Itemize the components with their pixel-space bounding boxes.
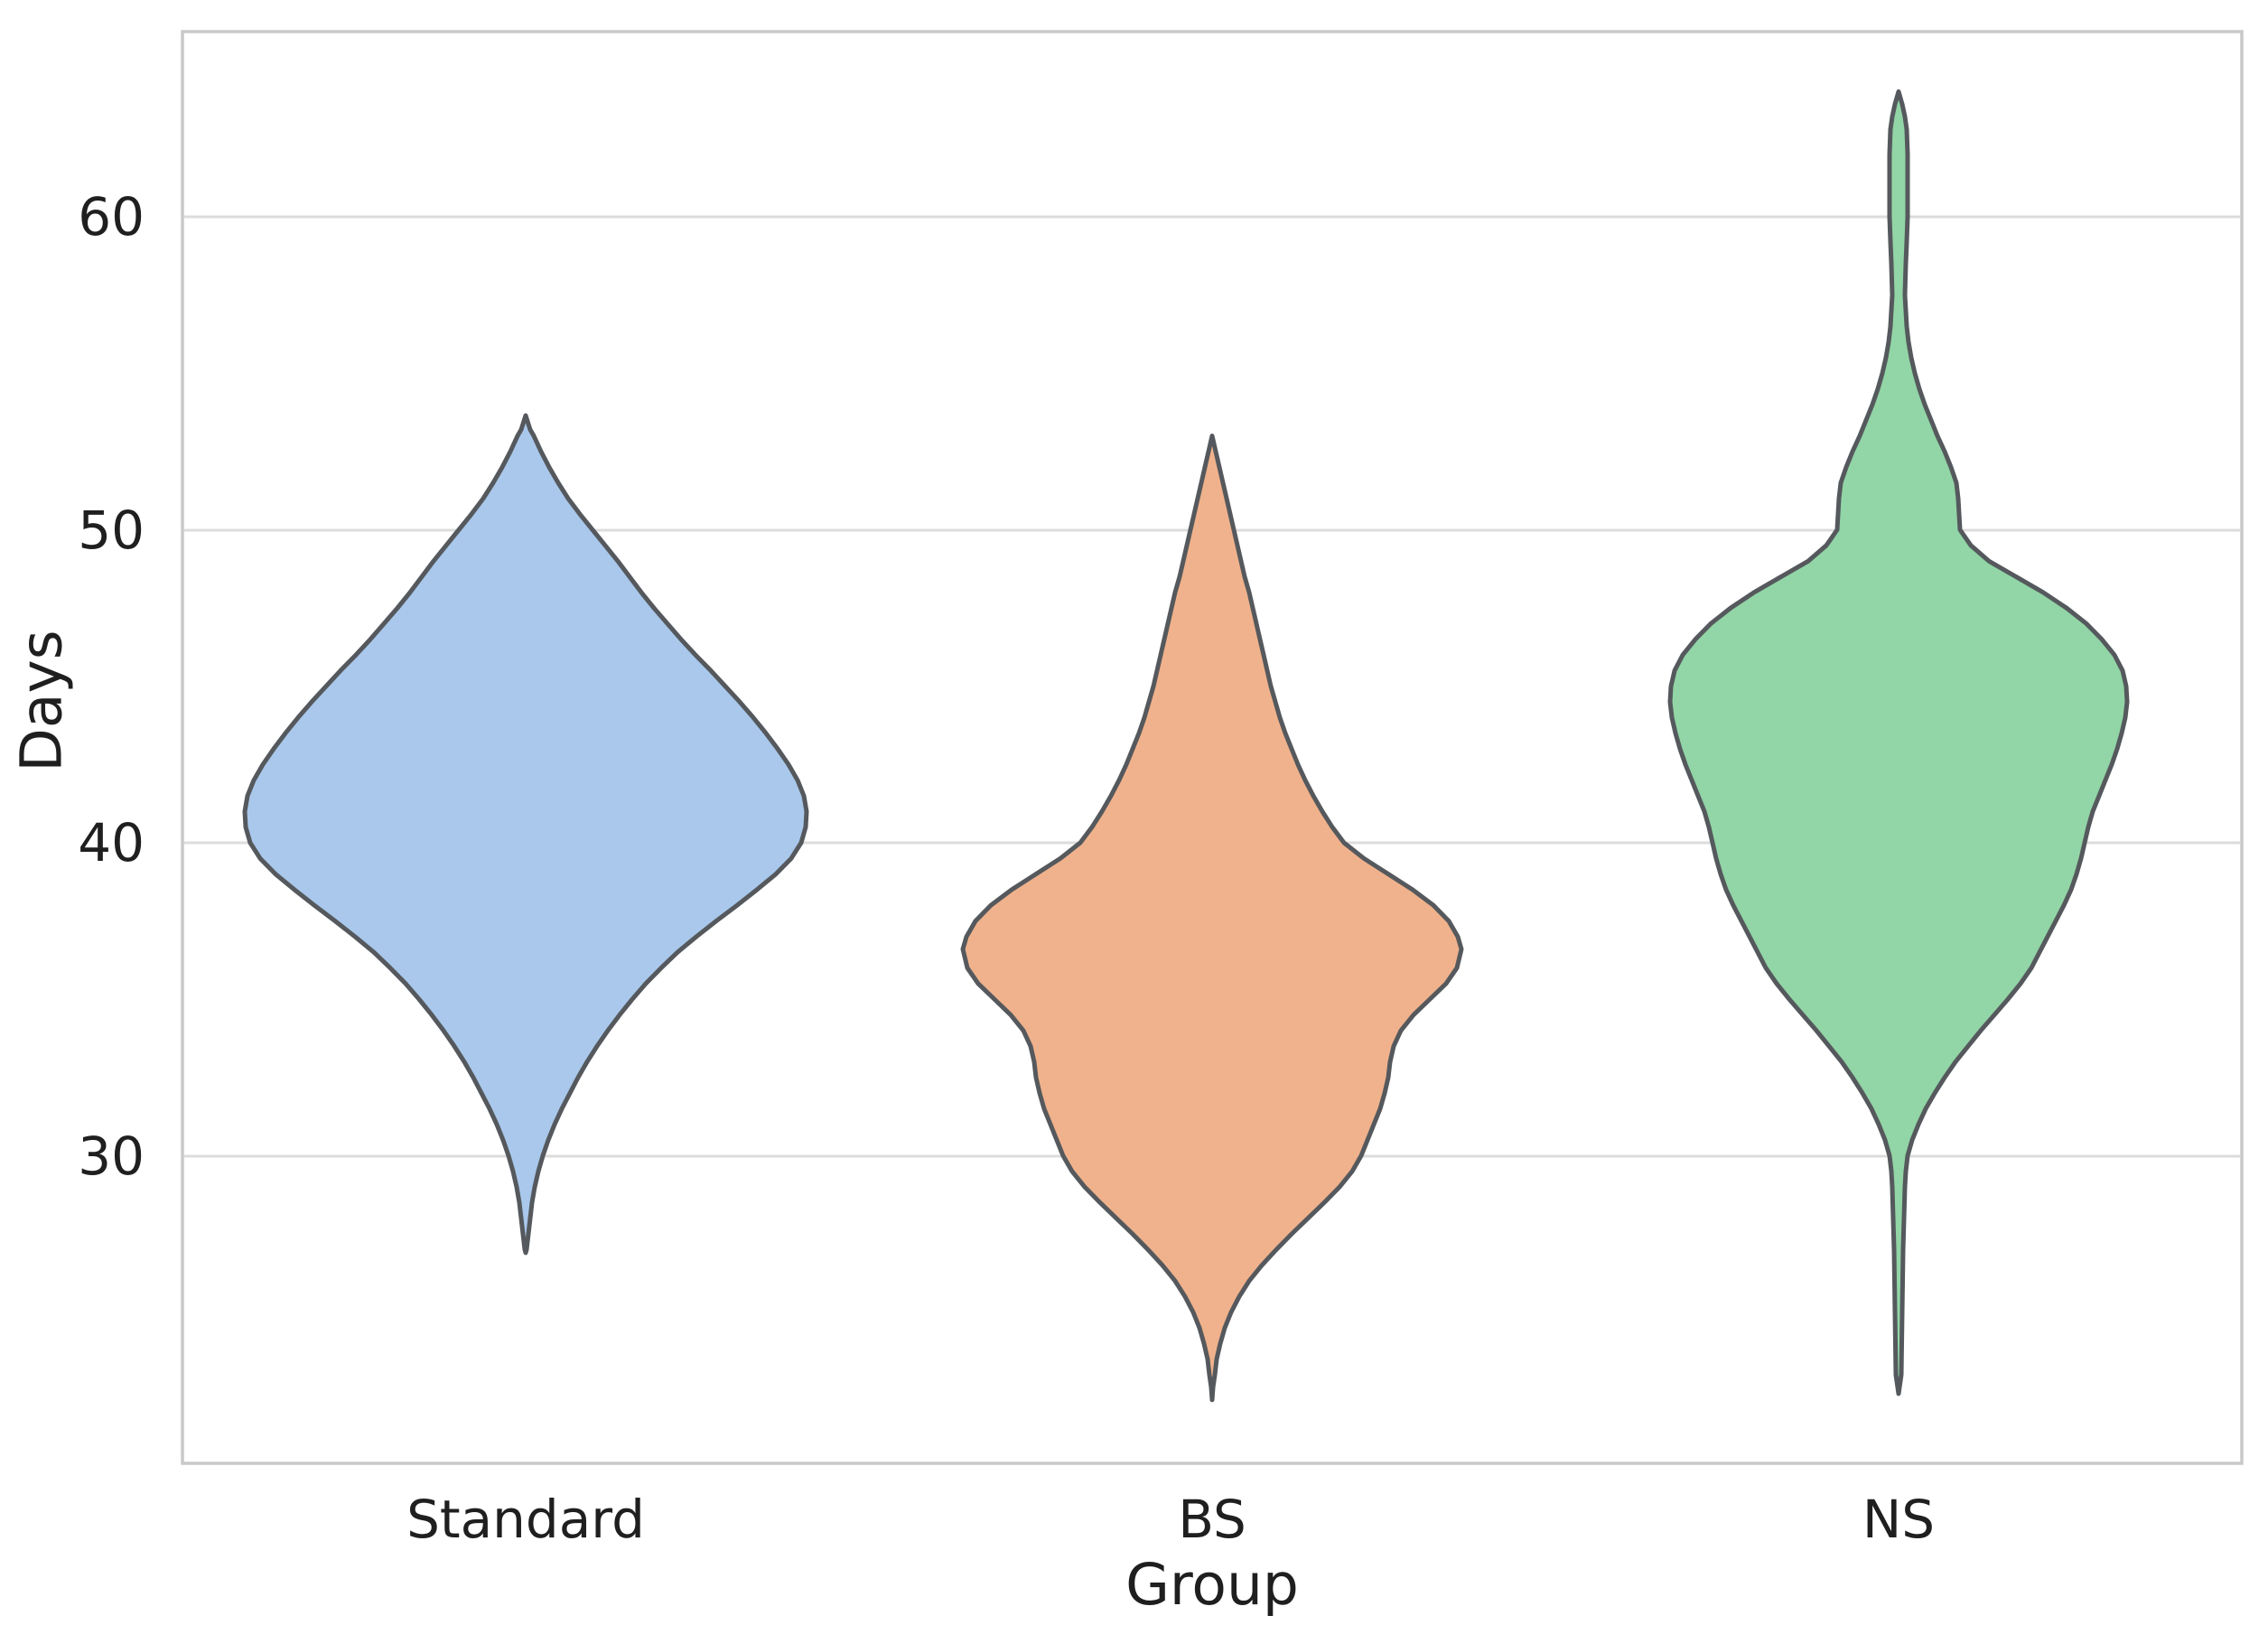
y-axis-label: Days xyxy=(9,630,75,771)
y-tick-labels: 60 50 40 30 xyxy=(78,186,145,1187)
y-tick-label-50: 50 xyxy=(78,500,145,561)
y-tick-label-60: 60 xyxy=(78,186,145,247)
violins-layer xyxy=(242,89,2130,1403)
violin-standard xyxy=(242,413,809,1256)
violin-ns xyxy=(1667,89,2130,1396)
x-tick-label-bs: BS xyxy=(1178,1489,1246,1550)
x-tick-label-ns: NS xyxy=(1862,1489,1935,1550)
violin-bs xyxy=(960,434,1464,1403)
y-tick-label-40: 40 xyxy=(78,812,145,873)
x-tick-label-standard: Standard xyxy=(406,1489,645,1550)
y-tick-label-30: 30 xyxy=(78,1125,145,1187)
x-tick-labels: Standard BS NS xyxy=(406,1489,1935,1550)
x-axis-label: Group xyxy=(1125,1552,1299,1618)
